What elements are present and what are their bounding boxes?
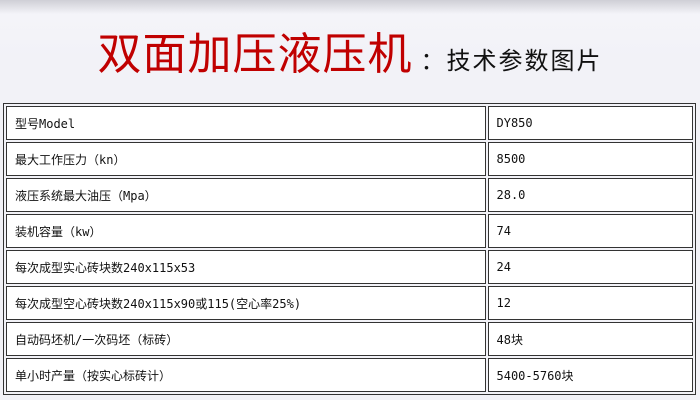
spec-label-cell: 最大工作压力（kn） [6,142,486,176]
table-row: 型号Model DY850 [6,106,693,140]
table-row: 装机容量（kw） 74 [6,214,693,248]
spec-value-cell: 5400-5760块 [487,358,693,392]
spec-label-cell: 单小时产量（按实心标砖计） [6,358,486,392]
page-header: 双面加压液压机 ：技术参数图片 [0,0,700,103]
spec-label-cell: 型号Model [6,106,486,140]
table-row: 每次成型实心砖块数240x115x53 24 [6,250,693,284]
table-row: 自动码坯机/一次码坯（标砖） 48块 [6,322,693,356]
spec-value-cell: 12 [487,286,693,320]
table-row: 每次成型空心砖块数240x115x90或115(空心率25%) 12 [6,286,693,320]
spec-value-cell: DY850 [487,106,693,140]
spec-value-cell: 8500 [487,142,693,176]
spec-label-cell: 自动码坯机/一次码坯（标砖） [6,322,486,356]
spec-value-cell: 28.0 [487,178,693,212]
spec-label-cell: 每次成型实心砖块数240x115x53 [6,250,486,284]
spec-label-cell: 装机容量（kw） [6,214,486,248]
spec-value-cell: 48块 [487,322,693,356]
page-title: 双面加压液压机 [97,30,413,79]
spec-value-cell: 74 [487,214,693,248]
table-row: 单小时产量（按实心标砖计） 5400-5760块 [6,358,693,392]
spec-label-cell: 液压系统最大油压（Mpa） [6,178,486,212]
page-subtitle-group: ：技术参数图片 [421,41,603,76]
table-row: 最大工作压力（kn） 8500 [6,142,693,176]
table-row: 液压系统最大油压（Mpa） 28.0 [6,178,693,212]
spec-value-cell: 24 [487,250,693,284]
page-subtitle: 技术参数图片 [446,47,603,75]
title-separator: ： [420,47,447,75]
spec-label-cell: 每次成型空心砖块数240x115x90或115(空心率25%) [6,286,486,320]
spec-table: 型号Model DY850 最大工作压力（kn） 8500 液压系统最大油压（M… [3,103,696,395]
